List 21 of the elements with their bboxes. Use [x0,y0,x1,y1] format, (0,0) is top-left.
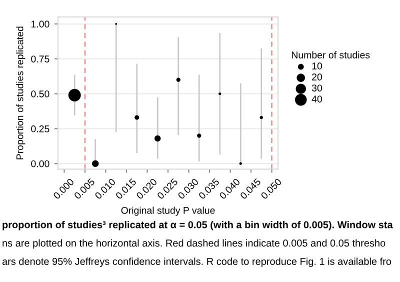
text: proportion of studies³ replicated at α = 0.05 (with a bin width of 0.005). Window sta [2,220,393,230]
y-tick-label: 1.00 [31,20,50,28]
legend-label: 10 [312,62,322,70]
point [239,162,242,165]
y-tick-label: 0.25 [31,125,50,132]
y-tick-label: 0.75 [31,56,50,62]
y-tick-label: 0.50 [31,90,50,98]
text: ars denote 95% Jeffreys confidence intervals. R code to reproduce Fig. 1 is available fro [2,258,392,267]
point [134,115,140,120]
point [218,92,222,96]
y-axis-title: Proportion of studies replicated [16,26,26,160]
point [197,134,202,138]
point [260,116,264,120]
point [176,78,180,82]
text: ns are plotted on the horizontal axis. Red dashed lines indicate 0.005 and 0.05 thresho [2,239,386,249]
y-tick-label: 0.00 [31,160,50,168]
legend-label: 20 [312,74,322,80]
legend-label: 40 [312,96,322,102]
legend-title: Number of studies [292,51,370,58]
x-axis-title: Original study P value [121,206,215,216]
legend-label: 30 [312,84,322,92]
